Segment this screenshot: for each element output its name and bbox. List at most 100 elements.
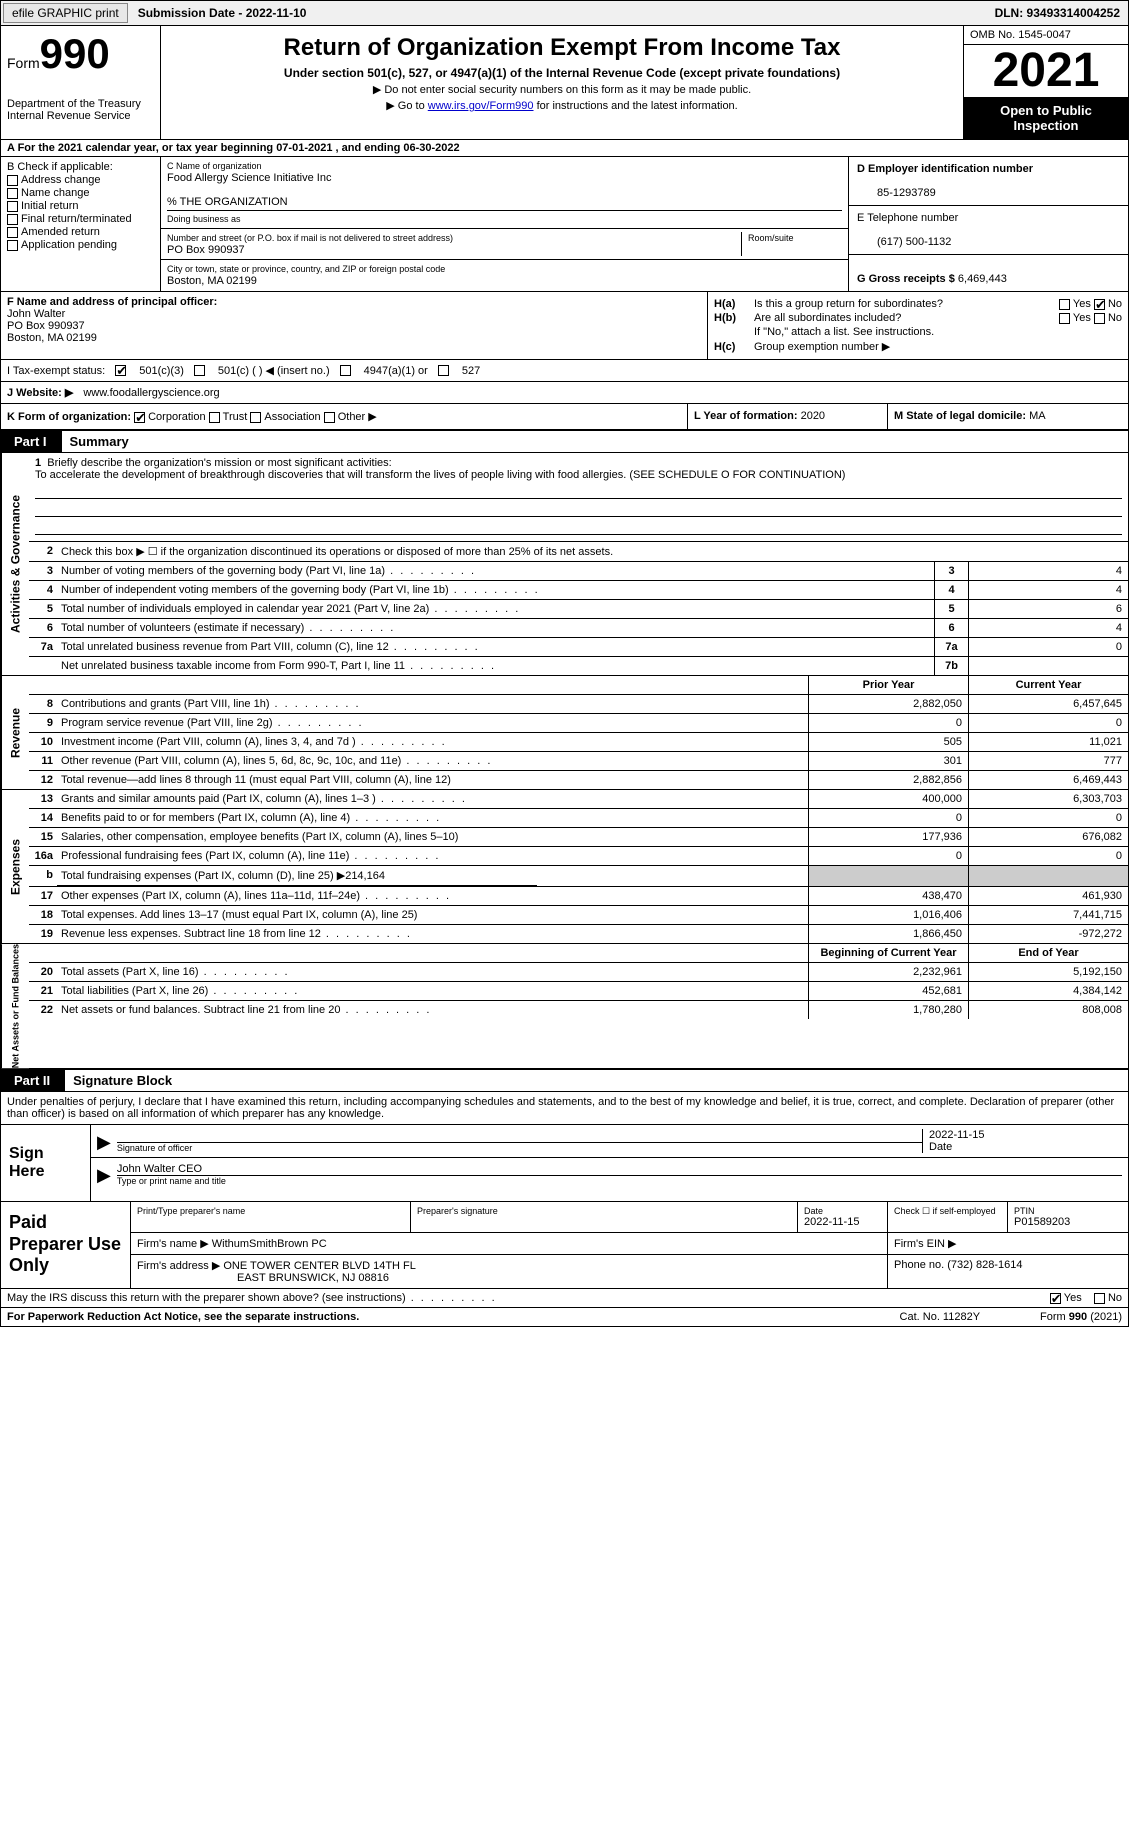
l16a-curr: 0	[968, 847, 1128, 865]
firm-addr2: EAST BRUNSWICK, NJ 08816	[237, 1272, 389, 1284]
footer-right: Form 990 (2021)	[1040, 1311, 1122, 1323]
chk-initial-return[interactable]	[7, 201, 18, 212]
l16b-prior	[808, 866, 968, 886]
l10-num: 10	[29, 733, 57, 751]
section-expenses: Expenses 13Grants and similar amounts pa…	[0, 790, 1129, 944]
l16a-desc: Professional fundraising fees (Part IX, …	[57, 847, 808, 865]
hc-text: Group exemption number ▶	[754, 340, 1122, 353]
lbl-final-return: Final return/terminated	[21, 213, 132, 225]
officer-label: F Name and address of principal officer:	[7, 296, 217, 308]
l4-box: 4	[934, 581, 968, 599]
ha-no: No	[1108, 298, 1122, 310]
l11-prior: 301	[808, 752, 968, 770]
section-net-assets: Net Assets or Fund Balances Beginning of…	[0, 944, 1129, 1069]
row-k-label: K Form of organization:	[7, 411, 131, 423]
footer-row: For Paperwork Reduction Act Notice, see …	[0, 1308, 1129, 1327]
sig-date-label: Date	[929, 1141, 1122, 1153]
gross-value: 6,469,443	[958, 273, 1007, 285]
room-label: Room/suite	[748, 233, 794, 243]
l2-desc: Check this box ▶ ☐ if the organization d…	[57, 542, 1128, 561]
vtab-net-assets: Net Assets or Fund Balances	[1, 944, 29, 1068]
form-number: 990	[40, 30, 110, 77]
col-c-org: C Name of organization Food Allergy Scie…	[161, 157, 848, 291]
chk-ha-yes[interactable]	[1059, 299, 1070, 310]
chk-name-change[interactable]	[7, 188, 18, 199]
firm-name-label: Firm's name ▶	[137, 1238, 209, 1250]
l21-num: 21	[29, 982, 57, 1000]
l7a-num: 7a	[29, 638, 57, 656]
header-right: OMB No. 1545-0047 2021 Open to Public In…	[963, 26, 1128, 139]
discuss-yes: Yes	[1064, 1292, 1082, 1304]
section-bcd: B Check if applicable: Address change Na…	[0, 157, 1129, 292]
col-d-ein: D Employer identification number 85-1293…	[848, 157, 1128, 291]
l7a-desc: Total unrelated business revenue from Pa…	[57, 638, 934, 656]
chk-other[interactable]	[324, 412, 335, 423]
state-domicile: MA	[1029, 410, 1046, 422]
note2-prefix: ▶ Go to	[386, 100, 427, 112]
l22-prior: 1,780,280	[808, 1001, 968, 1019]
l7b-box: 7b	[934, 657, 968, 675]
chk-4947[interactable]	[340, 365, 351, 376]
website-value: www.foodallergyscience.org	[83, 387, 219, 399]
l18-desc: Total expenses. Add lines 13–17 (must eq…	[57, 906, 808, 924]
note-ssn: ▶ Do not enter social security numbers o…	[169, 83, 955, 96]
l22-desc: Net assets or fund balances. Subtract li…	[57, 1001, 808, 1019]
chk-discuss-no[interactable]	[1094, 1293, 1105, 1304]
form-title: Return of Organization Exempt From Incom…	[169, 34, 955, 62]
l10-curr: 11,021	[968, 733, 1128, 751]
header-left: Form990 Department of the Treasury Inter…	[1, 26, 161, 139]
open-to-public: Open to Public Inspection	[964, 97, 1128, 139]
opt-4947: 4947(a)(1) or	[364, 365, 428, 377]
l6-num: 6	[29, 619, 57, 637]
row-i-tax-status: I Tax-exempt status: 501(c)(3) 501(c) ( …	[0, 360, 1129, 382]
row-l-label: L Year of formation:	[694, 410, 798, 422]
chk-527[interactable]	[438, 365, 449, 376]
chk-corp[interactable]	[134, 412, 145, 423]
opt-trust: Trust	[223, 411, 248, 423]
top-bar: efile GRAPHIC print Submission Date - 20…	[0, 0, 1129, 26]
ha-label: H(a)	[714, 298, 754, 310]
l17-num: 17	[29, 887, 57, 905]
firm-phone: (732) 828-1614	[947, 1259, 1022, 1271]
ha-text: Is this a group return for subordinates?	[754, 298, 1059, 310]
chk-assoc[interactable]	[250, 412, 261, 423]
prep-check-label: Check ☐ if self-employed	[894, 1206, 1001, 1217]
arrow-icon: ▶	[97, 1132, 111, 1153]
l18-num: 18	[29, 906, 57, 924]
chk-final-return[interactable]	[7, 214, 18, 225]
form-subtitle: Under section 501(c), 527, or 4947(a)(1)…	[169, 66, 955, 80]
efile-print-button[interactable]: efile GRAPHIC print	[3, 3, 128, 23]
chk-hb-yes[interactable]	[1059, 313, 1070, 324]
l19-curr: -972,272	[968, 925, 1128, 943]
chk-address-change[interactable]	[7, 175, 18, 186]
preparer-label: Paid Preparer Use Only	[1, 1202, 131, 1288]
l4-num: 4	[29, 581, 57, 599]
l15-num: 15	[29, 828, 57, 846]
chk-hb-no[interactable]	[1094, 313, 1105, 324]
hb-yes: Yes	[1073, 312, 1091, 324]
l7a-box: 7a	[934, 638, 968, 656]
officer-addr2: Boston, MA 02199	[7, 332, 97, 344]
chk-discuss-yes[interactable]	[1050, 1293, 1061, 1304]
submission-date: Submission Date - 2022-11-10	[130, 4, 315, 22]
chk-501c[interactable]	[194, 365, 205, 376]
footer-cat: Cat. No. 11282Y	[900, 1311, 981, 1323]
chk-amended[interactable]	[7, 227, 18, 238]
l7b-desc: Net unrelated business taxable income fr…	[57, 657, 934, 675]
irs-link[interactable]: www.irs.gov/Form990	[428, 100, 534, 112]
dept-label: Department of the Treasury	[7, 98, 154, 110]
chk-app-pending[interactable]	[7, 240, 18, 251]
prep-date-label: Date	[804, 1206, 881, 1216]
l8-desc: Contributions and grants (Part VIII, lin…	[57, 695, 808, 713]
l13-num: 13	[29, 790, 57, 808]
l21-desc: Total liabilities (Part X, line 26)	[57, 982, 808, 1000]
chk-trust[interactable]	[209, 412, 220, 423]
l16b-num: b	[29, 866, 57, 886]
discuss-row: May the IRS discuss this return with the…	[0, 1289, 1129, 1308]
row-a-text: A For the 2021 calendar year, or tax yea…	[7, 142, 460, 154]
l19-num: 19	[29, 925, 57, 943]
hb-note: If "No," attach a list. See instructions…	[754, 326, 1122, 338]
chk-ha-no[interactable]	[1094, 299, 1105, 310]
row-m-label: M State of legal domicile:	[894, 410, 1026, 422]
chk-501c3[interactable]	[115, 365, 126, 376]
